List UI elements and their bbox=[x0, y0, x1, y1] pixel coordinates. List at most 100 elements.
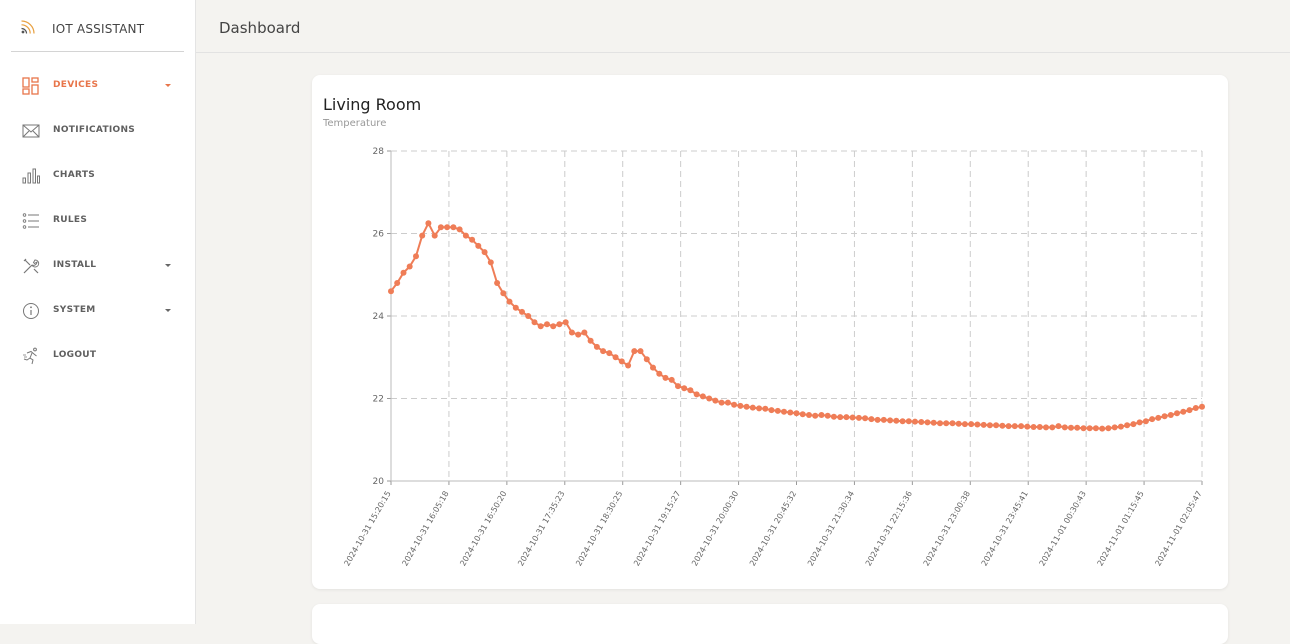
data-point bbox=[849, 414, 856, 421]
data-point bbox=[456, 226, 463, 233]
data-point bbox=[874, 416, 881, 423]
data-point bbox=[1161, 413, 1168, 420]
data-point bbox=[768, 407, 775, 414]
data-point bbox=[512, 304, 519, 311]
data-point bbox=[1036, 424, 1043, 430]
chevron-down-icon bbox=[165, 309, 171, 312]
data-point bbox=[631, 348, 638, 355]
data-point bbox=[643, 356, 650, 363]
page-header: Dashboard bbox=[196, 0, 1290, 53]
y-tick-label: 20 bbox=[373, 477, 385, 487]
data-point bbox=[562, 319, 569, 326]
data-point bbox=[637, 348, 644, 355]
x-tick-label: 2024-10-31 20:00:30 bbox=[690, 490, 740, 568]
tools-icon bbox=[23, 258, 40, 274]
sidebar-item-install[interactable]: INSTALL bbox=[0, 244, 195, 289]
bar-chart-icon bbox=[22, 168, 40, 184]
data-point bbox=[712, 397, 719, 404]
data-point bbox=[1180, 408, 1187, 415]
data-point bbox=[1011, 423, 1018, 430]
sidebar-item-label: NOTIFICATIONS bbox=[53, 125, 136, 135]
data-point bbox=[612, 354, 619, 361]
data-point bbox=[1055, 423, 1062, 430]
data-point bbox=[687, 387, 694, 394]
data-point bbox=[1024, 423, 1031, 430]
data-point bbox=[475, 242, 482, 249]
data-point bbox=[537, 323, 544, 330]
data-point bbox=[706, 395, 713, 402]
data-point bbox=[525, 313, 532, 319]
data-point bbox=[1111, 424, 1118, 431]
x-tick-label: 2024-10-31 19:15:27 bbox=[632, 490, 682, 568]
data-point bbox=[1199, 403, 1205, 410]
second-card bbox=[312, 604, 1228, 644]
data-point bbox=[413, 253, 419, 260]
data-point bbox=[968, 421, 975, 428]
data-point bbox=[437, 224, 444, 231]
data-point bbox=[519, 308, 525, 315]
data-point bbox=[743, 403, 750, 410]
brand[interactable]: IOT ASSISTANT bbox=[0, 0, 195, 58]
data-point bbox=[868, 416, 875, 423]
data-point bbox=[943, 420, 950, 427]
sidebar-item-label: RULES bbox=[53, 215, 88, 225]
data-point bbox=[1049, 424, 1056, 431]
data-point bbox=[880, 416, 887, 423]
sidebar-item-system[interactable]: SYSTEM bbox=[0, 289, 195, 334]
x-tick-label: 2024-10-31 22:15:36 bbox=[864, 490, 914, 568]
sidebar-item-rules[interactable]: RULES bbox=[0, 199, 195, 244]
envelope-icon bbox=[22, 124, 40, 138]
card-title: Living Room bbox=[323, 95, 422, 114]
y-tick-label: 28 bbox=[373, 147, 385, 157]
data-point bbox=[550, 323, 557, 330]
sidebar-item-charts[interactable]: CHARTS bbox=[0, 154, 195, 199]
data-point bbox=[980, 421, 987, 428]
x-tick-label: 2024-10-31 17:35:23 bbox=[516, 490, 566, 568]
sidebar-item-label: INSTALL bbox=[53, 260, 97, 270]
data-point bbox=[893, 417, 900, 424]
x-tick-label: 2024-10-31 15:20:15 bbox=[342, 490, 392, 568]
data-point bbox=[818, 412, 825, 418]
data-point bbox=[1030, 424, 1037, 430]
data-point bbox=[544, 321, 550, 328]
data-point bbox=[431, 232, 438, 239]
data-point bbox=[469, 236, 476, 243]
x-tick-label: 2024-10-31 16:05:18 bbox=[400, 490, 450, 568]
x-tick-label: 2024-10-31 23:45:41 bbox=[980, 490, 1030, 568]
sidebar-item-notifications[interactable]: NOTIFICATIONS bbox=[0, 109, 195, 154]
data-point bbox=[1043, 424, 1049, 431]
y-tick-label: 22 bbox=[373, 395, 384, 405]
sidebar-item-devices[interactable]: DEVICES bbox=[0, 64, 195, 109]
sidebar-item-label: LOGOUT bbox=[53, 350, 97, 360]
y-tick-label: 24 bbox=[373, 312, 385, 322]
app-name: IOT ASSISTANT bbox=[52, 22, 145, 36]
data-point bbox=[656, 370, 663, 377]
data-point bbox=[974, 421, 981, 428]
x-tick-label: 2024-11-01 02:05:47 bbox=[1153, 490, 1203, 568]
data-point bbox=[675, 383, 681, 390]
data-point bbox=[481, 249, 488, 256]
data-point bbox=[388, 288, 394, 295]
data-point bbox=[450, 224, 457, 231]
x-tick-label: 2024-11-01 01:15:45 bbox=[1096, 490, 1146, 568]
data-point bbox=[625, 362, 632, 369]
data-point bbox=[961, 421, 968, 428]
data-point bbox=[1080, 425, 1087, 432]
data-point bbox=[1074, 424, 1081, 431]
data-point bbox=[1149, 416, 1156, 423]
data-point bbox=[1092, 425, 1099, 432]
data-point bbox=[862, 415, 869, 422]
data-point bbox=[986, 422, 993, 429]
data-point bbox=[556, 321, 563, 328]
sidebar-item-logout[interactable]: LOGOUT bbox=[0, 334, 195, 379]
data-point bbox=[487, 259, 494, 266]
data-point bbox=[806, 412, 812, 418]
data-point bbox=[600, 348, 607, 355]
data-point bbox=[793, 410, 800, 417]
data-point bbox=[1192, 405, 1199, 411]
sidebar: IOT ASSISTANT DEVICES NOTIFICATIONS bbox=[0, 0, 196, 624]
data-point bbox=[812, 412, 819, 419]
data-point bbox=[568, 329, 575, 336]
list-icon bbox=[22, 213, 39, 229]
data-point bbox=[1174, 410, 1180, 417]
